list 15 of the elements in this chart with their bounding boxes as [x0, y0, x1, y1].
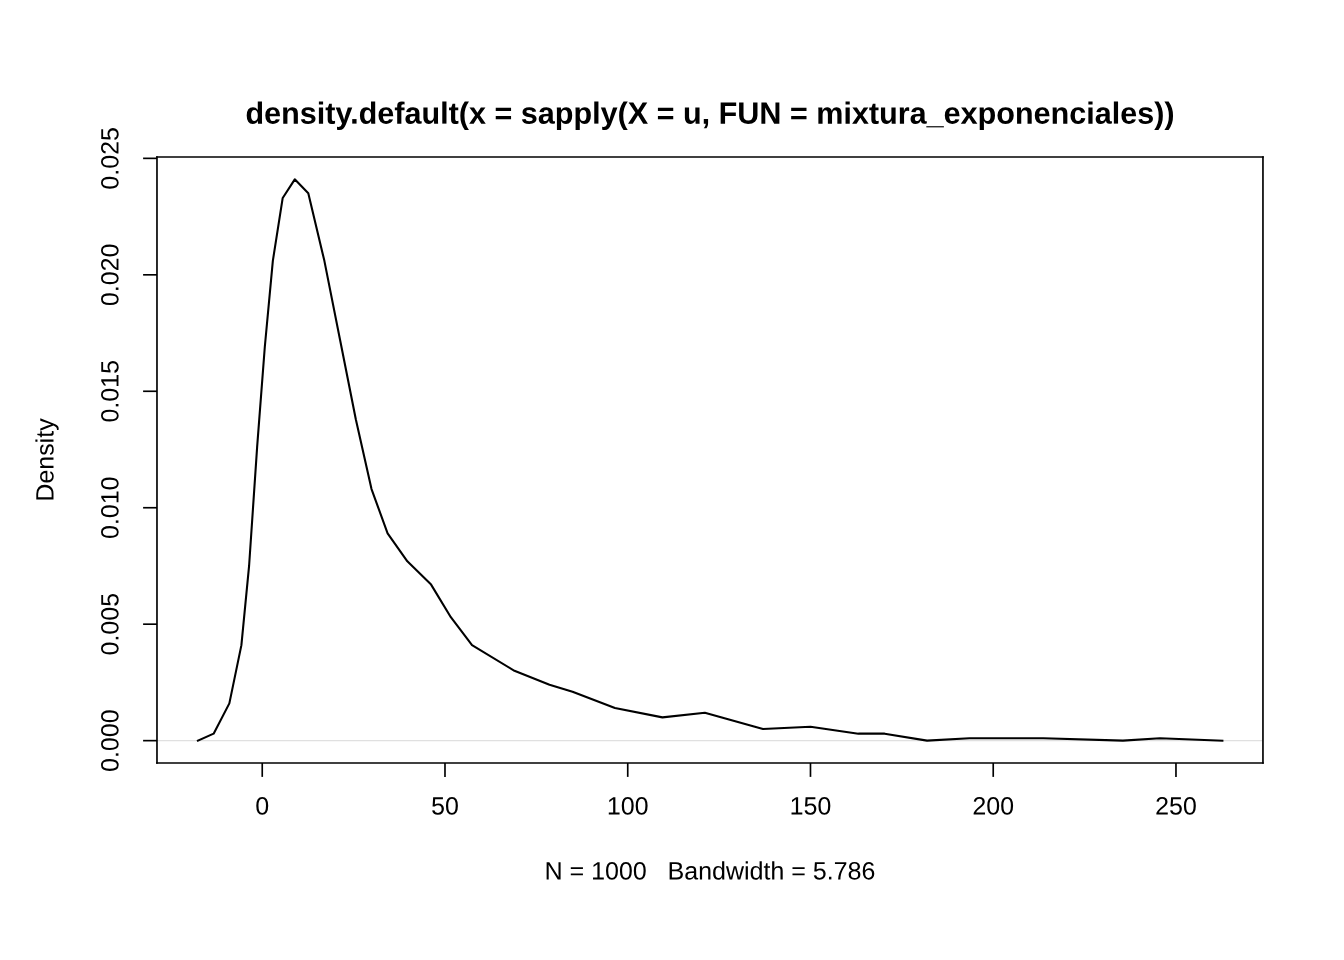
y-tick-label: 0.005	[101, 593, 119, 655]
y-tick-label: 0.000	[101, 710, 119, 771]
y-tick-label: 0.020	[101, 244, 119, 306]
x-tick-label: 150	[791, 797, 831, 815]
x-tick-label: 50	[432, 797, 458, 815]
y-tick-label: 0.015	[101, 361, 119, 422]
chart-title: density.default(x = sapply(X = u, FUN = mixtura_exponenciales))	[246, 101, 1174, 130]
x-tick-label: 250	[1156, 797, 1196, 815]
y-axis-title: Density	[35, 418, 59, 500]
y-tick-label: 0.010	[101, 477, 119, 539]
x-axis-title: N = 1000 Bandwidth = 5.786	[546, 861, 875, 880]
x-tick-label: 100	[608, 797, 648, 815]
x-tick-label: 0	[256, 797, 269, 815]
y-tick-label: 0.025	[101, 128, 119, 189]
x-tick-label: 200	[973, 797, 1014, 815]
